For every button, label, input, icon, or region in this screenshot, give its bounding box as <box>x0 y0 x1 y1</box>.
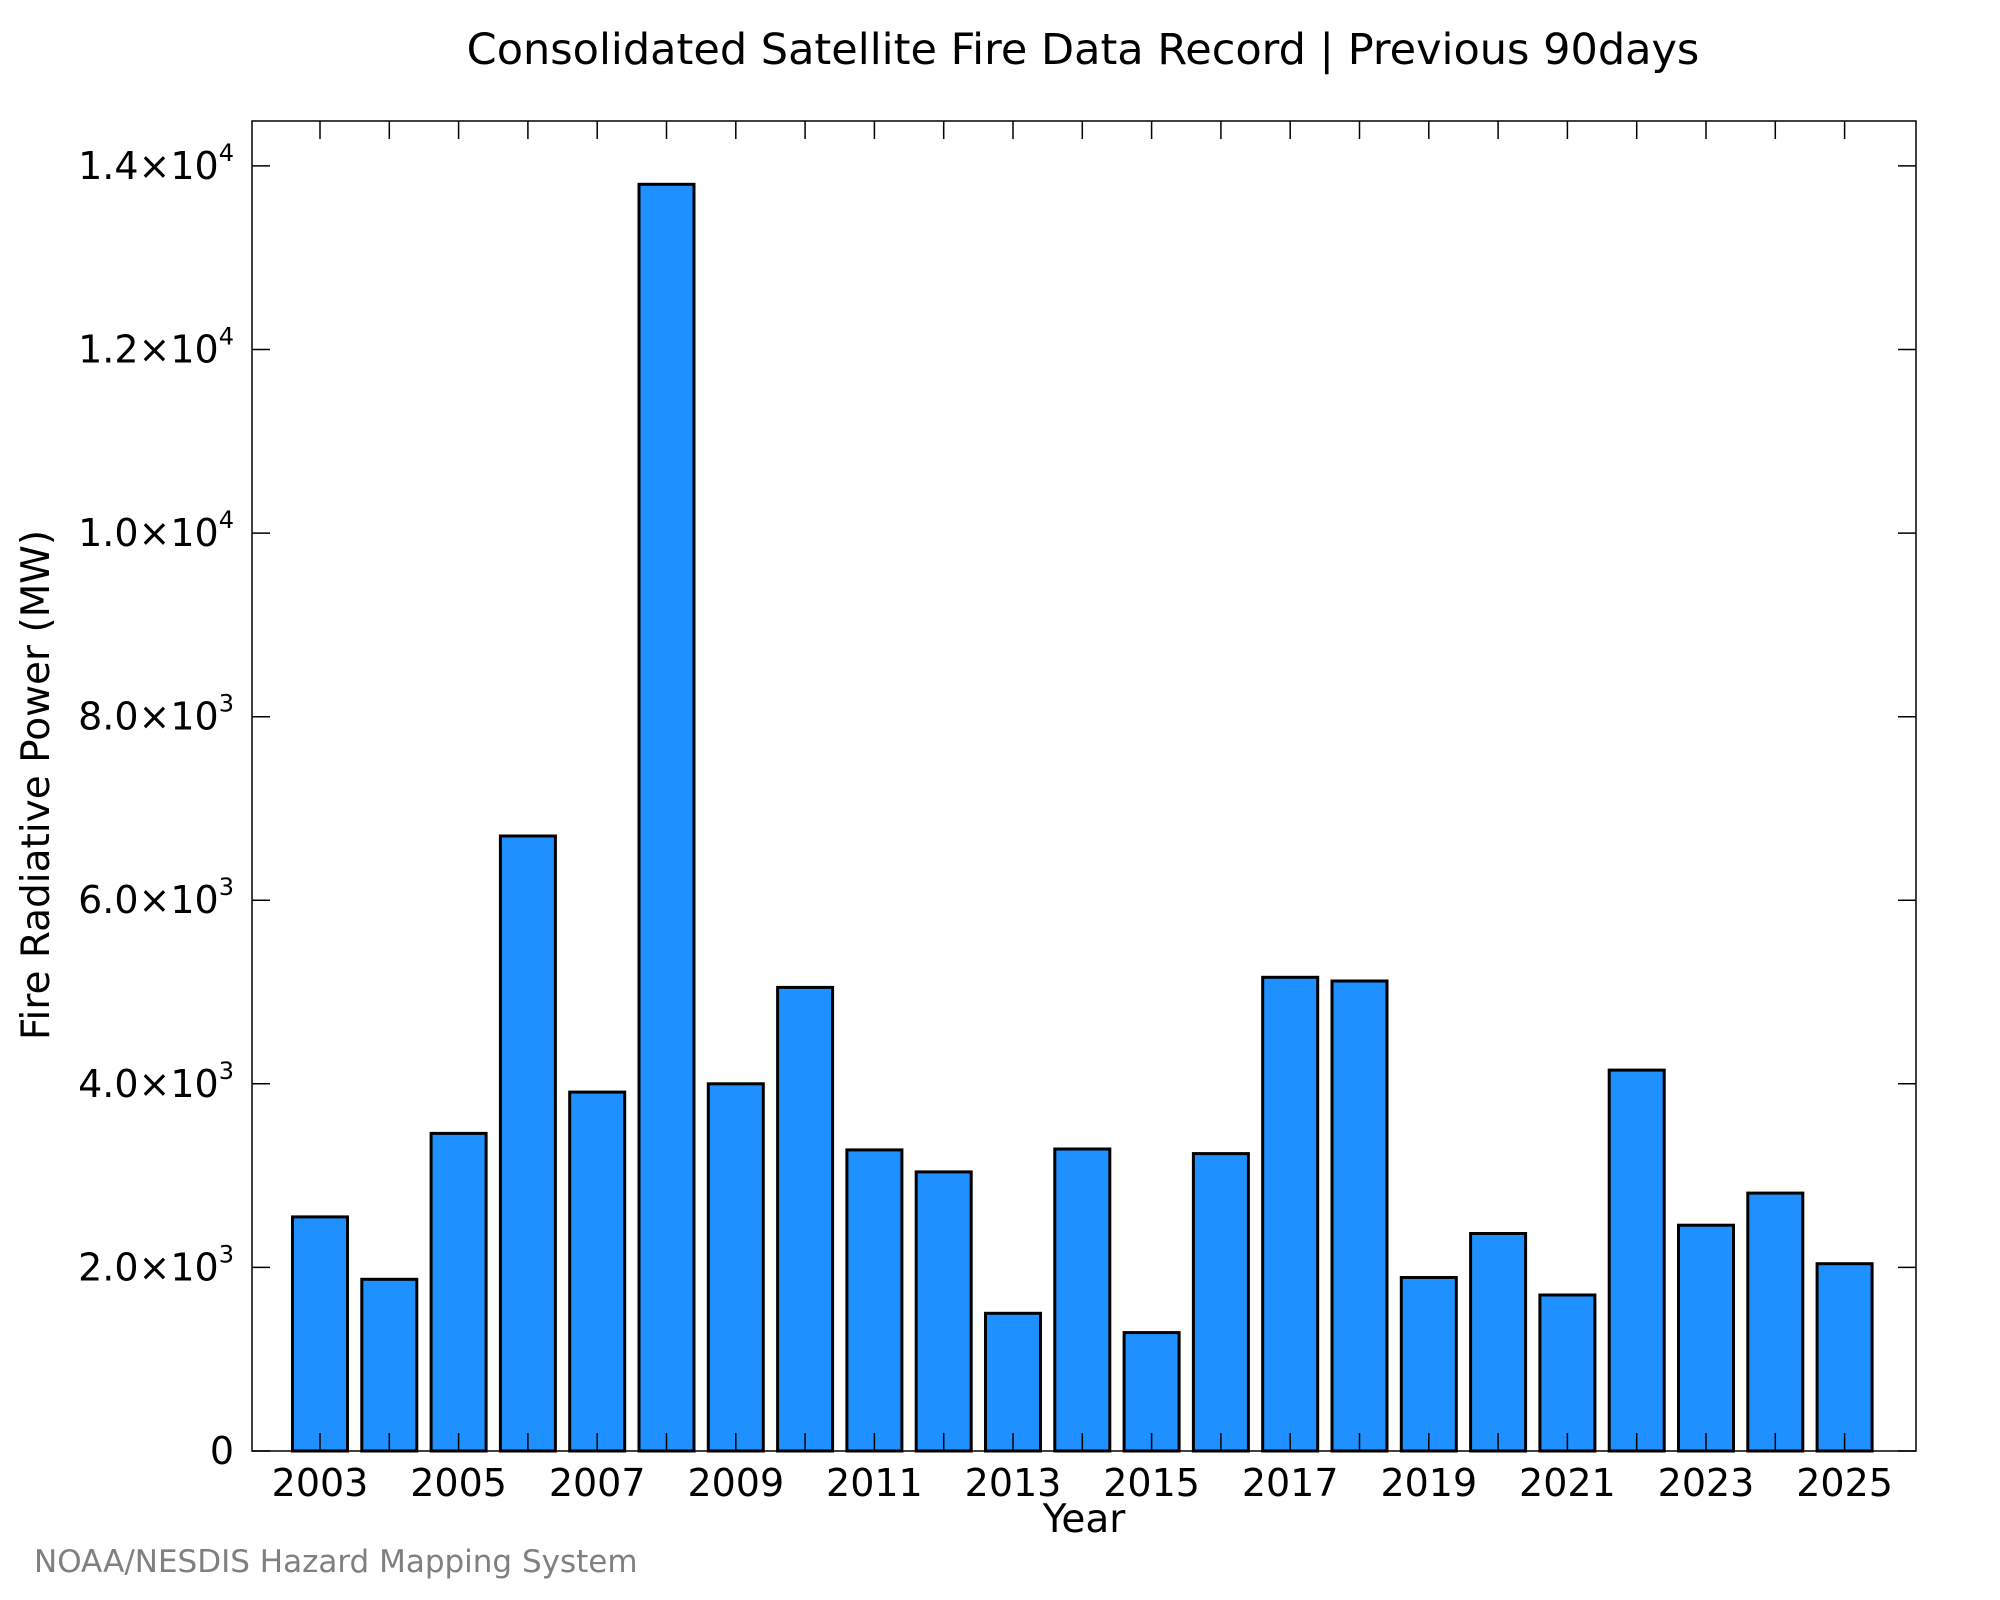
bars-layer <box>291 182 1874 1453</box>
bar-2025 <box>1815 1262 1874 1453</box>
x-tick-label-2003: 2003 <box>272 1461 369 1505</box>
bar-2008 <box>637 182 696 1453</box>
bar-2006 <box>498 834 557 1453</box>
y-tick-label-8000: 8.0×103 <box>78 690 234 739</box>
bar-2018 <box>1330 979 1389 1453</box>
y-tick-labels: 0 2.0×103 4.0×103 6.0×103 8.0×103 1.0×104 1.2×… <box>78 139 234 1473</box>
x-tick-label-2025: 2025 <box>1796 1461 1893 1505</box>
bar-2022 <box>1607 1068 1666 1453</box>
x-axis-label: Year <box>1042 1497 1127 1542</box>
bar-2014 <box>1053 1147 1112 1453</box>
bar-2003 <box>291 1215 349 1453</box>
bar-2013 <box>984 1311 1042 1453</box>
x-tick-label-2005: 2005 <box>410 1461 507 1505</box>
x-tick-label-2007: 2007 <box>549 1461 646 1505</box>
bar-2005 <box>429 1131 488 1453</box>
bar-2023 <box>1677 1223 1735 1453</box>
y-tick-label-0: 0 <box>210 1429 234 1473</box>
x-tick-label-2023: 2023 <box>1658 1461 1755 1505</box>
x-tick-label-2013: 2013 <box>965 1461 1062 1505</box>
x-tick-label-2021: 2021 <box>1519 1461 1616 1505</box>
credit-text: NOAA/NESDIS Hazard Mapping System <box>34 1544 638 1580</box>
y-tick-label-12000: 1.2×104 <box>78 323 234 372</box>
y-tick-label-6000: 6.0×103 <box>78 873 234 922</box>
plot-frame <box>251 120 1917 1452</box>
chart-title: Consolidated Satellite Fire Data Record … <box>467 25 1700 75</box>
bar-2009 <box>706 1082 765 1453</box>
bar-2019 <box>1399 1276 1458 1453</box>
x-tick-label-2017: 2017 <box>1242 1461 1339 1505</box>
y-tick-label-4000: 4.0×103 <box>78 1057 234 1106</box>
bar-2020 <box>1469 1232 1528 1453</box>
bar-2016 <box>1191 1152 1250 1453</box>
bar-2007 <box>568 1090 627 1453</box>
bar-2017 <box>1261 975 1320 1453</box>
bar-2010 <box>776 985 835 1453</box>
bar-2021 <box>1538 1293 1597 1453</box>
bar-2012 <box>914 1170 973 1453</box>
x-tick-label-2011: 2011 <box>826 1461 923 1505</box>
x-tick-label-2019: 2019 <box>1380 1461 1477 1505</box>
bar-2004 <box>360 1277 419 1453</box>
bar-2024 <box>1746 1191 1805 1453</box>
x-tick-label-2009: 2009 <box>687 1461 784 1505</box>
y-axis-label: Fire Radiative Power (MW) <box>14 530 59 1040</box>
x-tick-label-2015: 2015 <box>1103 1461 1200 1505</box>
y-tick-label-2000: 2.0×103 <box>78 1240 234 1289</box>
y-tick-label-10000: 1.0×104 <box>78 506 234 555</box>
y-tick-label-14000: 1.4×104 <box>78 139 234 188</box>
bar-2011 <box>845 1148 904 1453</box>
x-tick-labels: 2003 2005 2007 2009 2011 2013 2015 2017 2019 2021… <box>272 1461 1893 1505</box>
